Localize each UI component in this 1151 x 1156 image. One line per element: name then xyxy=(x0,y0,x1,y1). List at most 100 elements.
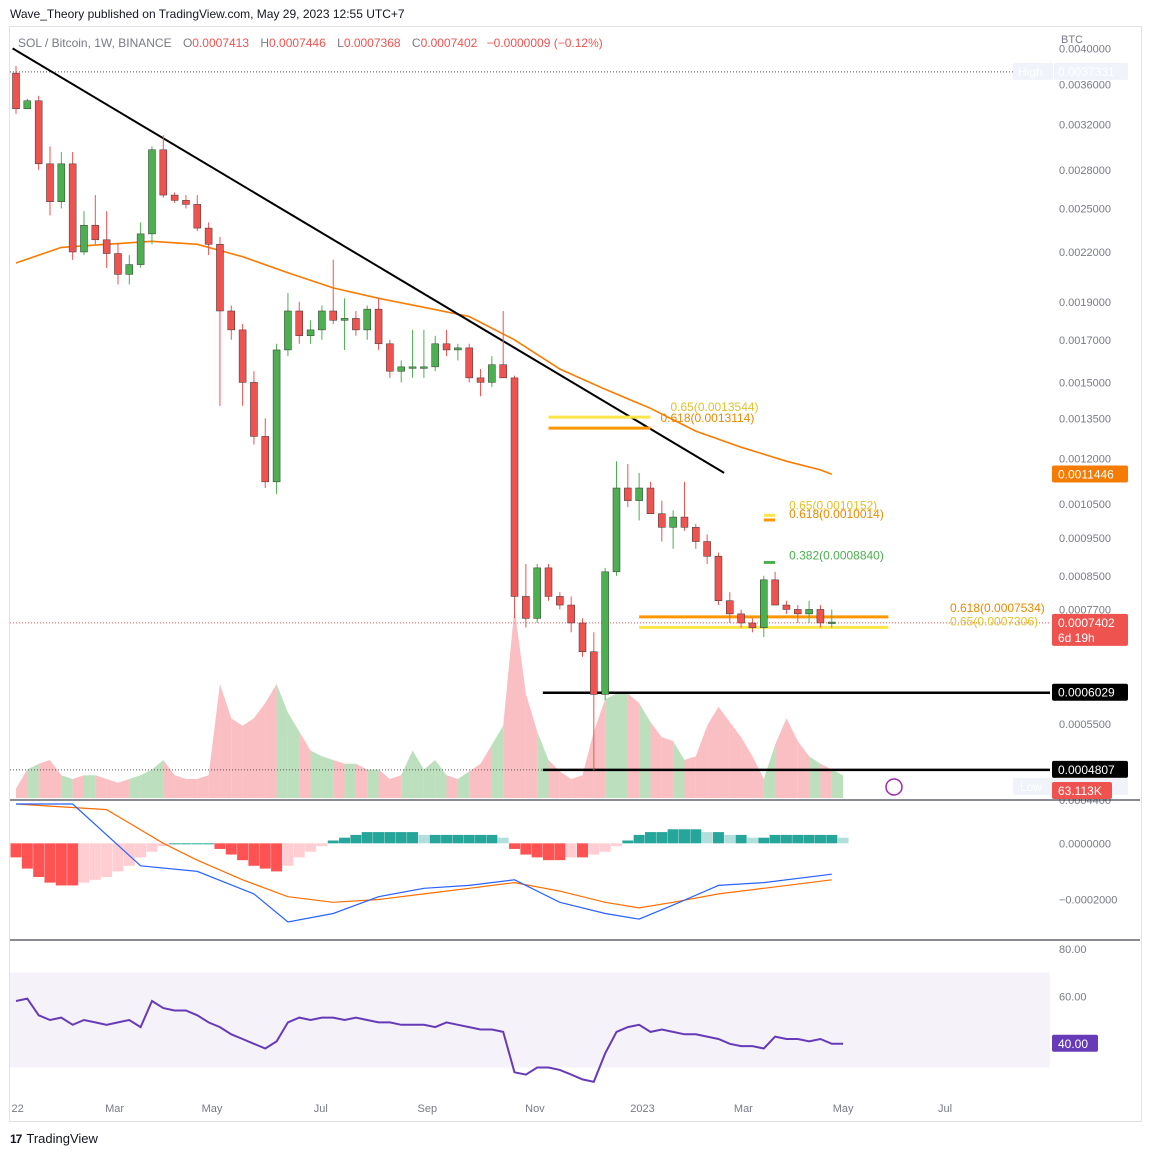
candle-down xyxy=(703,541,711,557)
volume-area xyxy=(741,737,753,798)
candle-up xyxy=(340,318,349,321)
fib-level-label: 0.65(0.0007306) xyxy=(950,614,1038,628)
volume-area xyxy=(593,699,606,798)
volume-area xyxy=(151,760,164,798)
volume-area xyxy=(457,771,470,798)
tradingview-logo[interactable]: 17 TradingView xyxy=(10,1131,98,1146)
macd-histogram-bar xyxy=(497,837,509,844)
rsi-band xyxy=(10,972,1050,1068)
volume-area xyxy=(367,769,379,798)
volume-area xyxy=(820,763,832,798)
macd-histogram-bar xyxy=(599,843,611,852)
macd-histogram-bar xyxy=(531,843,543,858)
open-value: 0.0007413 xyxy=(192,36,250,50)
publisher-caption: Wave_Theory published on TradingView.com… xyxy=(10,7,405,21)
price-axis-tick: 0.0032000 xyxy=(1059,119,1111,131)
volume-area xyxy=(299,731,311,798)
time-axis-tick: Sep xyxy=(417,1103,437,1115)
candle-up xyxy=(828,621,836,624)
candle-up xyxy=(431,343,439,368)
candle-up xyxy=(397,366,405,372)
volume-area xyxy=(72,775,84,798)
tradingview-brand: TradingView xyxy=(26,1131,98,1146)
candle-down xyxy=(748,622,757,628)
candle-down xyxy=(578,622,587,653)
fib-level-label: 0.65(0.0013544) xyxy=(670,400,758,414)
macd-histogram-bar xyxy=(701,832,713,844)
candle-down xyxy=(737,613,745,624)
macd-histogram-bar xyxy=(373,832,385,844)
ema-line xyxy=(15,240,833,476)
macd-histogram-bar xyxy=(610,843,622,847)
rsi-line xyxy=(15,997,844,1083)
close-value: 0.0007402 xyxy=(420,36,478,50)
candle-down xyxy=(250,382,258,437)
volume-area xyxy=(695,725,708,798)
candle-up xyxy=(454,347,462,351)
candle-up xyxy=(601,571,609,695)
macd-histogram-bar xyxy=(361,832,373,844)
high-label: H xyxy=(260,36,270,50)
volume-area xyxy=(763,744,776,798)
candle-up xyxy=(23,100,32,110)
volume-area xyxy=(684,756,696,798)
candle-down xyxy=(46,163,54,202)
fib-level-label: 0.382(0.0008840) xyxy=(789,548,884,562)
volume-area xyxy=(729,722,742,798)
macd-histogram-bar xyxy=(644,832,656,844)
candle-up xyxy=(57,163,66,202)
price-axis-tick: 0.0007700 xyxy=(1059,604,1111,616)
chart-frame xyxy=(9,26,1142,1122)
volume-area xyxy=(571,775,583,798)
candle-down xyxy=(522,596,530,619)
volume-area xyxy=(446,775,458,798)
symbol-name[interactable]: SOL / Bitcoin, 1W, BINANCE xyxy=(18,36,172,50)
macd-histogram-bar xyxy=(622,840,634,844)
candle-down xyxy=(680,516,689,528)
macd-histogram-bar xyxy=(282,843,294,866)
low-label: L xyxy=(337,36,344,50)
volume-area xyxy=(401,750,413,798)
candle-up xyxy=(272,349,281,483)
volume-value-badge-bg xyxy=(1052,782,1112,799)
candle-down xyxy=(714,556,723,601)
volume-area xyxy=(208,684,220,798)
candle-down xyxy=(102,239,111,254)
price-axis-tick: 0.0022000 xyxy=(1059,247,1111,259)
volume-area xyxy=(707,706,719,798)
low-tag-bg xyxy=(1013,777,1053,795)
macd-histogram-bar xyxy=(509,843,521,849)
descending-trendline xyxy=(12,47,725,474)
volume-area xyxy=(435,760,447,798)
volume-area xyxy=(287,712,300,798)
macd-histogram-bar xyxy=(112,843,124,872)
volume-area xyxy=(752,756,764,798)
macd-histogram-bar xyxy=(633,834,645,844)
close-label: C xyxy=(411,36,421,50)
volume-area xyxy=(231,718,243,798)
time-axis-tick: May xyxy=(833,1103,854,1115)
rsi-value-badge: 40.00 xyxy=(1058,1037,1088,1051)
macd-histogram-bar xyxy=(237,843,249,861)
volume-area xyxy=(83,775,96,798)
macd-histogram-bar xyxy=(214,843,226,849)
lightning-icon xyxy=(885,778,903,796)
macd-histogram-bar xyxy=(452,834,464,844)
candle-down xyxy=(34,100,43,165)
high-tag-label: High xyxy=(1018,65,1043,79)
macd-axis-tick: 0.0000000 xyxy=(1059,838,1111,850)
candle-down xyxy=(170,194,179,201)
candle-down xyxy=(193,204,202,229)
price-axis-tick: 0.0013500 xyxy=(1059,413,1111,425)
volume-area xyxy=(163,760,175,798)
rsi-axis-tick: 60.00 xyxy=(1059,991,1087,1003)
volume-area xyxy=(265,684,277,798)
volume-area xyxy=(378,769,390,798)
macd-histogram-bar xyxy=(395,832,407,844)
high-tag-value: 0.0037331 xyxy=(1058,65,1115,79)
low-tag-label: Low xyxy=(1020,780,1042,794)
macd-histogram-bar xyxy=(520,843,532,855)
candle-down xyxy=(227,310,236,331)
macd-histogram-bar xyxy=(769,834,781,844)
